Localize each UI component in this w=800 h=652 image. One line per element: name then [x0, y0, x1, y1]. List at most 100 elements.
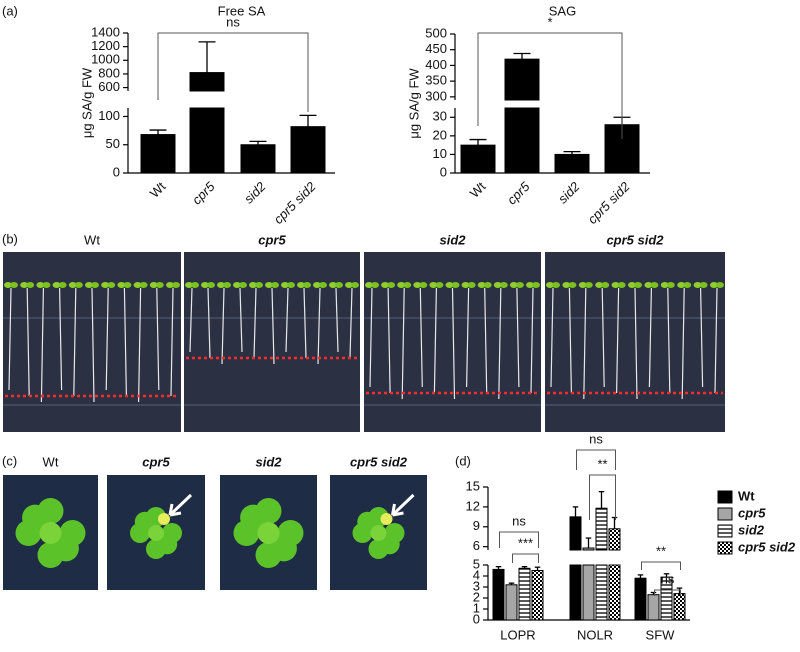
seedling [155, 282, 164, 288]
y-axis-label: μg SA/g FW [406, 68, 421, 139]
y-tick-label: 5 [473, 556, 480, 571]
bar [569, 564, 582, 621]
significance-bracket [576, 449, 616, 470]
bar [518, 567, 531, 621]
legend-label: cpr5 [738, 505, 766, 520]
legend-label: cpr5 sid2 [738, 539, 796, 554]
seedling [217, 282, 225, 288]
seedling [595, 282, 604, 288]
root [156, 287, 160, 391]
seedling [419, 282, 428, 288]
seedling [117, 282, 126, 288]
seedling [578, 282, 587, 288]
root [59, 287, 63, 391]
root [550, 287, 554, 388]
bar [647, 594, 660, 621]
seedling [255, 282, 263, 288]
legend-swatch [717, 524, 733, 538]
seedling [435, 282, 444, 288]
seedling [461, 282, 470, 288]
seedling [281, 282, 289, 288]
y-axis-label: μg SA/g FW [79, 67, 94, 138]
seedling [123, 282, 132, 288]
seedling [650, 282, 659, 288]
root [466, 287, 470, 388]
y-tick-label: 400 [425, 57, 447, 72]
root [498, 287, 502, 400]
seedling [74, 282, 83, 288]
y-tick-label: 0 [113, 164, 120, 179]
seedling [413, 282, 422, 288]
seedling [710, 282, 718, 288]
root [583, 287, 587, 400]
seedling [4, 282, 12, 288]
root [387, 287, 391, 394]
root [700, 287, 704, 388]
panel-title: Wt [84, 232, 100, 247]
panel-label: (a) [2, 3, 18, 18]
root [634, 287, 638, 400]
seedling [166, 282, 174, 288]
significance-bracket [512, 553, 539, 563]
root [91, 287, 95, 403]
leaf [134, 511, 155, 532]
yellow-leaf [380, 513, 393, 525]
seedling [313, 282, 321, 288]
root [26, 287, 30, 397]
bar [240, 144, 276, 174]
root [648, 287, 652, 388]
seedling [493, 282, 502, 288]
panel-title: cpr5 [258, 232, 286, 247]
bar [189, 72, 225, 92]
bar [608, 564, 621, 621]
bar [582, 564, 595, 621]
root [221, 287, 225, 365]
seedling [58, 282, 67, 288]
seedling [271, 282, 279, 288]
y-tick-label: 0 [473, 611, 480, 626]
seedling [617, 282, 626, 288]
y-tick-label: 800 [98, 65, 120, 80]
seedling [191, 282, 199, 288]
seedling [365, 282, 373, 288]
y-tick-label: 100 [98, 108, 120, 123]
root [568, 287, 572, 394]
x-tick-label: cpr5 [504, 178, 533, 207]
seedling [351, 282, 359, 288]
x-tick-label: sid2 [241, 178, 269, 206]
x-tick-label: sid2 [555, 178, 583, 206]
bar [492, 568, 505, 621]
seedling [699, 282, 708, 288]
y-tick-label: 1 [473, 600, 480, 615]
seedling [634, 282, 642, 288]
plate-photo [364, 252, 541, 432]
seedling [451, 282, 460, 288]
seedling [683, 282, 692, 288]
seedling [397, 282, 406, 288]
root [681, 287, 685, 400]
seedling [562, 282, 571, 288]
root [40, 287, 44, 403]
seedling [693, 282, 702, 288]
seedling [107, 282, 116, 288]
y-tick-label: 600 [98, 79, 120, 94]
y-tick-label: 30 [433, 109, 447, 124]
seedling [26, 282, 35, 288]
significance-bracket [589, 474, 616, 520]
seedling [239, 282, 247, 288]
seedling [287, 282, 295, 288]
bar [460, 144, 496, 174]
x-tick-label: Wt [467, 179, 489, 201]
seedling [335, 282, 343, 288]
seedling [68, 282, 77, 288]
seedling [526, 282, 534, 288]
panel-title: Wt [43, 454, 59, 469]
root [335, 287, 339, 353]
seedling [371, 282, 379, 288]
root [516, 287, 520, 388]
root [317, 287, 321, 365]
bar [673, 593, 686, 621]
seedling [233, 282, 241, 288]
panel-label: (b) [2, 231, 18, 246]
y-tick-label: 1400 [91, 24, 120, 39]
